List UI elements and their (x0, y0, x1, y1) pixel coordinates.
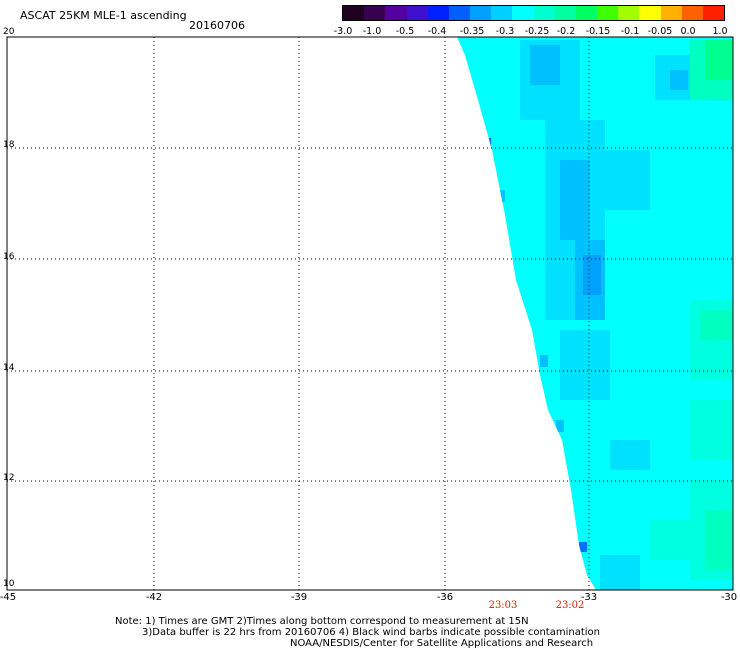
colorbar-tick-label: -0.25 (524, 26, 550, 37)
lat-label-18: 18 (3, 140, 15, 150)
swath-cell (705, 510, 733, 570)
swath-cell (650, 520, 690, 560)
lon-label-39: -39 (290, 592, 308, 603)
swath-cell (483, 138, 491, 148)
colorbar-tick-label: -0.4 (427, 26, 447, 37)
swath-variation (483, 40, 733, 590)
colorbar-tick-label: -0.05 (647, 26, 673, 37)
swath-cell (530, 45, 560, 85)
swath-cell (600, 150, 650, 210)
lon-label-33: -33 (580, 592, 598, 603)
colorbar-segment (702, 6, 725, 20)
note-line-2: 3)Data buffer is 22 hrs from 20160706 4)… (142, 627, 600, 638)
lat-label-14: 14 (3, 363, 15, 373)
colorbar-tick-label: -0.35 (459, 26, 485, 37)
lat-label-16: 16 (3, 252, 15, 262)
swath-cell (556, 420, 564, 432)
colorbar-segment (448, 6, 471, 20)
colorbar-tick-label: -0.2 (556, 26, 576, 37)
colorbar-segment (681, 6, 703, 20)
swath-cell (690, 400, 733, 460)
colorbar-tick-label: -0.5 (395, 26, 415, 37)
colorbar-tick-label: -0.15 (585, 26, 611, 37)
lat-lon-grid (7, 37, 733, 590)
map-frame (6, 36, 734, 591)
swath-cell (705, 40, 733, 80)
colorbar-segment (618, 6, 640, 20)
lat-label-20: 20 (3, 27, 15, 37)
time-label-2302: 23:02 (555, 600, 585, 611)
colorbar-segment (427, 6, 449, 20)
lon-label-30: -30 (720, 592, 738, 603)
product-date: 20160706 (189, 19, 245, 32)
credit-line: NOAA/NESDIS/Center for Satellite Applica… (290, 638, 594, 649)
colorbar-segment (512, 6, 534, 20)
swath-cell (540, 355, 548, 367)
colorbar-segment (660, 6, 682, 20)
colorbar-segment (343, 6, 365, 20)
colorbar-tick-label: -0.3 (495, 26, 515, 37)
swath-cell (583, 255, 601, 295)
swath-cell (610, 440, 650, 470)
colorbar-tick-label: 0.0 (680, 26, 696, 37)
colorbar-tick-label: -1.0 (362, 26, 382, 37)
colorbar-tick-label: -0.1 (620, 26, 640, 37)
swath-cell (700, 310, 733, 340)
swath-data (457, 37, 733, 590)
lat-label-10: 10 (3, 579, 15, 589)
lat-label-12: 12 (3, 473, 15, 483)
colorbar-segment (575, 6, 598, 20)
note-line-1: Note: 1) Times are GMT 2)Times along bot… (115, 616, 529, 627)
time-label-2303: 23:03 (488, 600, 518, 611)
colorbar-segment (597, 6, 619, 20)
colorbar-segment (639, 6, 661, 20)
product-title: ASCAT 25KM MLE-1 ascending (20, 9, 187, 22)
colorbar-segment (491, 6, 513, 20)
colorbar-segment (554, 6, 576, 20)
colorbar-segment (406, 6, 428, 20)
lon-label-45: -45 (0, 592, 17, 603)
swath-cell (600, 555, 640, 590)
lon-label-36: -36 (436, 592, 454, 603)
colorbar-segment (470, 6, 492, 20)
colorbar-segment (385, 6, 407, 20)
colorbar-segment (533, 6, 555, 20)
swath-cell (560, 160, 590, 240)
colorbar-tick-label: -3.0 (333, 26, 353, 37)
swath-cell (670, 70, 688, 90)
swath-cell (499, 190, 505, 202)
colorbar (342, 5, 725, 21)
colorbar-segment (364, 6, 386, 20)
swath-cell (560, 330, 610, 400)
colorbar-tick-label: 1.0 (712, 26, 728, 37)
lon-label-42: -42 (145, 592, 163, 603)
swath-cell (579, 542, 587, 552)
